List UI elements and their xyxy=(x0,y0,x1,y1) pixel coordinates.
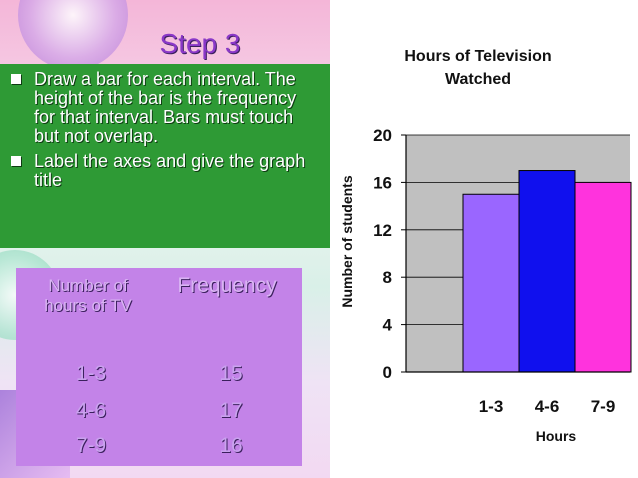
table-cell-frequency: 16 xyxy=(219,434,243,457)
y-tick-label: 4 xyxy=(383,316,393,335)
table-cell-interval: 1-3 xyxy=(75,362,107,385)
bar-chart: Hours of Television Watched 0 4 8 12 16 20 1-3 4-… xyxy=(339,48,632,444)
y-tick-label: 8 xyxy=(383,268,392,287)
frequency-table: Number of hours of TV Frequency 1-3 15 4… xyxy=(16,268,302,466)
x-tick-label: 1-3 xyxy=(479,397,504,416)
y-tick-label: 12 xyxy=(373,221,392,240)
instruction-item: Draw a bar for each interval. The height… xyxy=(8,70,318,146)
y-tick-label: 0 xyxy=(383,363,392,382)
y-tick-label: 16 xyxy=(373,173,392,192)
table-cell-interval: 7-9 xyxy=(75,434,107,457)
bar xyxy=(462,193,520,373)
instruction-item: Label the axes and give the graph title xyxy=(8,152,318,190)
x-axis-label: Hours xyxy=(536,428,577,444)
instruction-list: Draw a bar for each interval. The height… xyxy=(8,70,318,196)
y-axis-label: Number of students xyxy=(339,175,355,307)
table-cell-frequency: 17 xyxy=(219,399,243,422)
x-tick-label: 4-6 xyxy=(535,397,560,416)
bar xyxy=(574,181,632,373)
instruction-text: Draw a bar for each interval. The height… xyxy=(34,69,297,146)
y-tick-label: 20 xyxy=(373,126,392,145)
square-bullet-icon xyxy=(11,156,21,166)
instruction-text: Label the axes and give the graph title xyxy=(34,151,306,190)
chart-title: Hours of Television xyxy=(404,48,551,65)
table-header-frequency: Frequency xyxy=(177,274,277,297)
square-bullet-icon xyxy=(11,74,21,84)
instructions-panel xyxy=(0,64,330,248)
slide-title: Step 3 xyxy=(159,28,241,59)
chart-title: Watched xyxy=(445,71,511,88)
table-header-interval: Number of hours of TV xyxy=(44,276,132,315)
bar xyxy=(518,170,576,373)
table-cell-frequency: 15 xyxy=(219,362,243,385)
x-tick-label: 7-9 xyxy=(591,397,616,416)
table-cell-interval: 4-6 xyxy=(75,399,107,422)
